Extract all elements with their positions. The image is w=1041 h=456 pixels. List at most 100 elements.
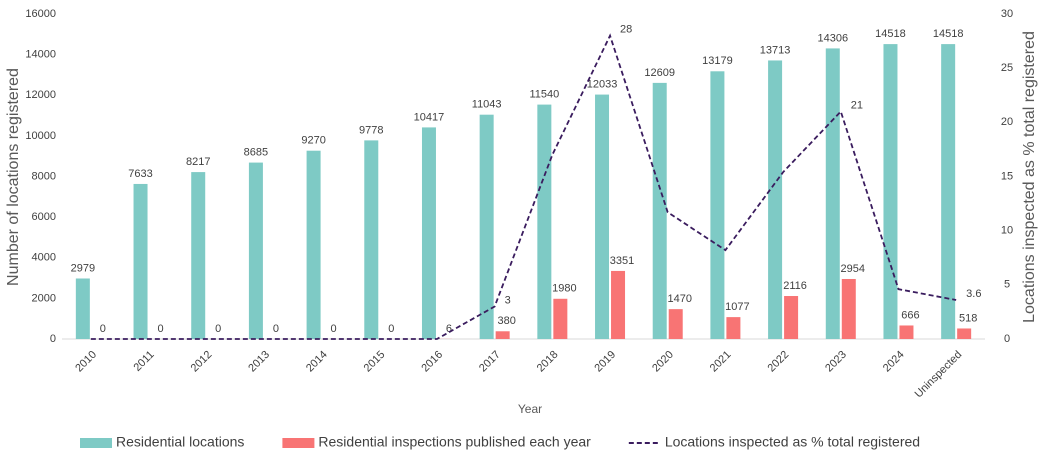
x-tick-label: 2013 (246, 349, 272, 375)
x-tick-label: 2011 (131, 349, 156, 374)
data-label: 1980 (552, 283, 576, 295)
bar (191, 172, 206, 339)
bar (784, 296, 799, 339)
data-label: 8685 (244, 146, 268, 158)
bar (421, 127, 436, 339)
line-label: 21 (851, 99, 863, 111)
data-label: 0 (157, 323, 163, 335)
data-label: 11043 (472, 99, 502, 111)
x-tick-label: 2020 (650, 349, 676, 375)
data-label: 9778 (359, 124, 383, 136)
bar (248, 162, 263, 339)
bar (841, 278, 856, 339)
x-tick-label: 2019 (592, 349, 618, 375)
y2-tick-label: 30 (1001, 8, 1013, 20)
data-label: 3351 (610, 255, 634, 267)
bar (595, 94, 610, 340)
x-tick-label: 2018 (535, 349, 561, 375)
data-label: 380 (497, 315, 515, 327)
x-tick-label: Uninspected (913, 349, 965, 401)
bar (364, 140, 379, 339)
legend-label: Residential locations (116, 434, 244, 450)
y2-tick-label: 0 (1004, 333, 1010, 345)
line-label: 3 (505, 294, 511, 306)
data-label: 11540 (529, 89, 559, 101)
data-label: 2954 (841, 263, 865, 275)
x-tick-label: 2021 (708, 349, 734, 375)
bar (899, 325, 914, 339)
y-tick-label: 10000 (25, 130, 56, 142)
line-label: 28 (620, 24, 632, 36)
bar (553, 298, 568, 339)
y2-tick-label: 10 (1001, 225, 1013, 237)
bar (306, 150, 321, 339)
data-label: 1077 (725, 301, 749, 313)
data-label: 0 (331, 323, 337, 335)
bar (768, 60, 783, 340)
x-axis-title: Year (518, 402, 542, 416)
x-tick-label: 2015 (362, 349, 388, 375)
legend-swatch (80, 438, 112, 448)
y-tick-label: 0 (50, 333, 56, 345)
y-tick-label: 16000 (25, 8, 56, 20)
data-label: 10417 (414, 111, 445, 123)
bar (668, 309, 683, 339)
data-label: 14306 (817, 32, 848, 44)
data-label: 13713 (760, 44, 791, 56)
x-tick-label: 2022 (765, 349, 791, 375)
bar (726, 317, 741, 339)
x-tick-label: 2023 (823, 349, 849, 375)
y-tick-label: 12000 (25, 89, 56, 101)
data-label: 666 (901, 309, 919, 321)
x-tick-label: 2010 (73, 349, 99, 375)
data-label: 7633 (128, 168, 152, 180)
bar (941, 44, 956, 340)
bar (957, 328, 972, 339)
y2-tick-label: 25 (1001, 62, 1013, 74)
x-tick-label: 2016 (419, 349, 445, 375)
bar (75, 278, 90, 339)
y-tick-label: 8000 (32, 170, 56, 182)
x-tick-label: 2014 (304, 349, 330, 375)
y2-tick-label: 15 (1001, 170, 1013, 182)
data-label: 13179 (702, 55, 733, 67)
data-label: 6 (446, 323, 452, 335)
data-label: 2979 (71, 262, 95, 274)
line-label: 3.6 (966, 288, 981, 300)
data-label: 2116 (783, 280, 807, 292)
x-tick-label: 2017 (477, 349, 503, 375)
data-label: 9270 (301, 135, 325, 147)
bar (479, 114, 494, 340)
bar (652, 82, 667, 339)
legend-swatch (282, 438, 315, 448)
y-tick-label: 2000 (32, 292, 56, 304)
y2-tick-label: 5 (1004, 279, 1010, 291)
data-label: 12609 (644, 67, 675, 79)
y-tick-label: 4000 (32, 252, 56, 264)
bar (611, 270, 626, 339)
data-label: 518 (959, 312, 977, 324)
y2-tick-label: 20 (1001, 116, 1013, 128)
data-label: 8217 (186, 156, 210, 168)
bar (537, 104, 552, 339)
y2-axis-title: Locations inspected as % total registere… (1021, 31, 1038, 323)
data-label: 1470 (667, 293, 691, 305)
bar (495, 331, 510, 339)
bar (710, 71, 725, 339)
data-label: 0 (215, 323, 221, 335)
y-axis-title: Number of locations registered (5, 68, 22, 286)
x-tick-label: 2024 (881, 349, 907, 375)
data-label: 0 (100, 323, 106, 335)
data-label: 14518 (875, 28, 906, 40)
y-tick-label: 6000 (32, 211, 56, 223)
legend-label: Residential inspections published each y… (318, 434, 591, 450)
x-tick-label: 2012 (189, 349, 215, 375)
bar (883, 44, 898, 340)
line (90, 33, 957, 340)
bar (133, 183, 148, 339)
data-label: 0 (388, 323, 394, 335)
data-label: 14518 (933, 28, 964, 40)
data-label: 12033 (587, 78, 618, 90)
legend-label: Locations inspected as % total registere… (665, 434, 920, 450)
